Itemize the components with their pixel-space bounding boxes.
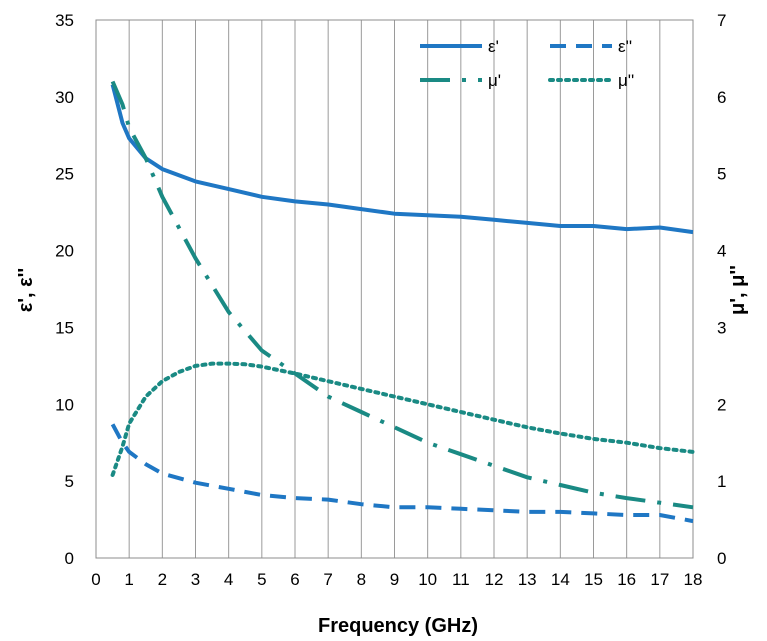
- series-group: [110, 80, 695, 524]
- x-tick-label: 1: [124, 570, 133, 589]
- y-right-tick-label: 4: [717, 242, 726, 261]
- x-axis-title: Frequency (GHz): [318, 615, 478, 637]
- y-right-tick-label: 3: [717, 318, 726, 337]
- legend-label-epsilon-double-prime: ε'': [618, 37, 632, 56]
- x-tick-label: 16: [617, 570, 636, 589]
- x-tick-label: 11: [452, 570, 470, 589]
- y-left-tick-label: 10: [55, 395, 74, 414]
- x-tick-label: 3: [191, 570, 200, 589]
- y-right-tick-label: 2: [717, 395, 726, 414]
- legend: ε' ε'' μ' μ'': [420, 37, 634, 90]
- x-tick-label: 9: [390, 570, 399, 589]
- y-left-tick-label: 0: [65, 549, 74, 568]
- x-tick-label: 5: [257, 570, 266, 589]
- x-tick-label: 4: [224, 570, 233, 589]
- x-tick-label: 7: [323, 570, 332, 589]
- x-tick-label: 10: [418, 570, 437, 589]
- series-line-epsilon-double-prime: [110, 423, 694, 524]
- y-right-tick-label: 0: [717, 549, 726, 568]
- y-left-tick-label: 20: [55, 242, 74, 261]
- y-right-tick-label: 7: [717, 11, 726, 30]
- ticks: 0 1 2 3 4 5 6 7 8 9 10 11 12 13 14 15 16 17 18051015202530…: [55, 11, 726, 589]
- x-tick-label: 0: [91, 570, 100, 589]
- x-tick-label: 15: [584, 570, 603, 589]
- grid: [128, 20, 661, 558]
- series-line-epsilon-prime: [110, 84, 694, 235]
- x-tick-label: 14: [551, 570, 570, 589]
- plot-frame: [95, 19, 694, 559]
- series-line-mu-prime: [110, 80, 694, 510]
- x-tick-label: 2: [158, 570, 167, 589]
- y-right-tick-label: 6: [717, 88, 726, 107]
- legend-label-epsilon-prime: ε': [488, 37, 499, 56]
- y-left-tick-label: 30: [55, 88, 74, 107]
- legend-label-mu-double-prime: μ'': [618, 71, 634, 90]
- x-tick-label: 18: [684, 570, 703, 589]
- series-line-mu-double-prime: [110, 361, 695, 477]
- y-left-tick-label: 5: [65, 472, 74, 491]
- y-axis-title-right: μ', μ'': [727, 265, 749, 315]
- y-axis-title-left: ε', ε'': [15, 268, 37, 312]
- y-left-tick-label: 35: [55, 11, 74, 30]
- x-tick-label: 6: [290, 570, 299, 589]
- x-tick-label: 12: [485, 570, 504, 589]
- y-left-tick-label: 15: [55, 318, 74, 337]
- x-tick-label: 17: [650, 570, 669, 589]
- y-right-tick-label: 5: [717, 165, 726, 184]
- legend-label-mu-prime: μ': [488, 71, 501, 90]
- y-right-tick-label: 1: [717, 472, 726, 491]
- y-left-tick-label: 25: [55, 165, 74, 184]
- x-tick-label: 8: [357, 570, 366, 589]
- x-tick-label: 13: [518, 570, 537, 589]
